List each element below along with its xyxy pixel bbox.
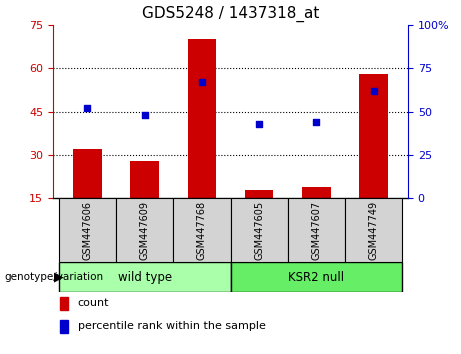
Text: GSM447609: GSM447609 bbox=[140, 201, 150, 259]
Bar bbox=[173, 198, 230, 262]
Point bbox=[198, 79, 206, 85]
Text: count: count bbox=[78, 298, 109, 308]
Text: wild type: wild type bbox=[118, 270, 171, 284]
Text: genotype/variation: genotype/variation bbox=[5, 272, 104, 282]
Bar bbox=[359, 74, 388, 198]
Point bbox=[370, 88, 377, 93]
Point bbox=[84, 105, 91, 111]
Text: GSM447768: GSM447768 bbox=[197, 200, 207, 260]
Bar bbox=[288, 198, 345, 262]
Text: GSM447749: GSM447749 bbox=[369, 200, 378, 260]
Bar bbox=[245, 190, 273, 198]
Point bbox=[141, 112, 148, 118]
Bar bbox=[130, 161, 159, 198]
Bar bbox=[188, 39, 216, 198]
Bar bbox=[116, 198, 173, 262]
Bar bbox=[302, 187, 331, 198]
Text: percentile rank within the sample: percentile rank within the sample bbox=[78, 321, 266, 331]
Text: GSM447607: GSM447607 bbox=[311, 200, 321, 260]
Bar bbox=[230, 198, 288, 262]
Bar bbox=[59, 262, 230, 292]
Bar bbox=[230, 262, 402, 292]
Bar bbox=[73, 149, 102, 198]
Text: GSM447606: GSM447606 bbox=[83, 201, 92, 259]
Point bbox=[313, 119, 320, 125]
Point bbox=[255, 121, 263, 126]
Bar bbox=[59, 198, 116, 262]
Title: GDS5248 / 1437318_at: GDS5248 / 1437318_at bbox=[142, 6, 319, 22]
Text: ▶: ▶ bbox=[54, 270, 64, 284]
Text: KSR2 null: KSR2 null bbox=[288, 270, 344, 284]
Bar bbox=[345, 198, 402, 262]
Bar bbox=[60, 297, 68, 309]
Bar bbox=[60, 320, 68, 332]
Text: GSM447605: GSM447605 bbox=[254, 200, 264, 260]
